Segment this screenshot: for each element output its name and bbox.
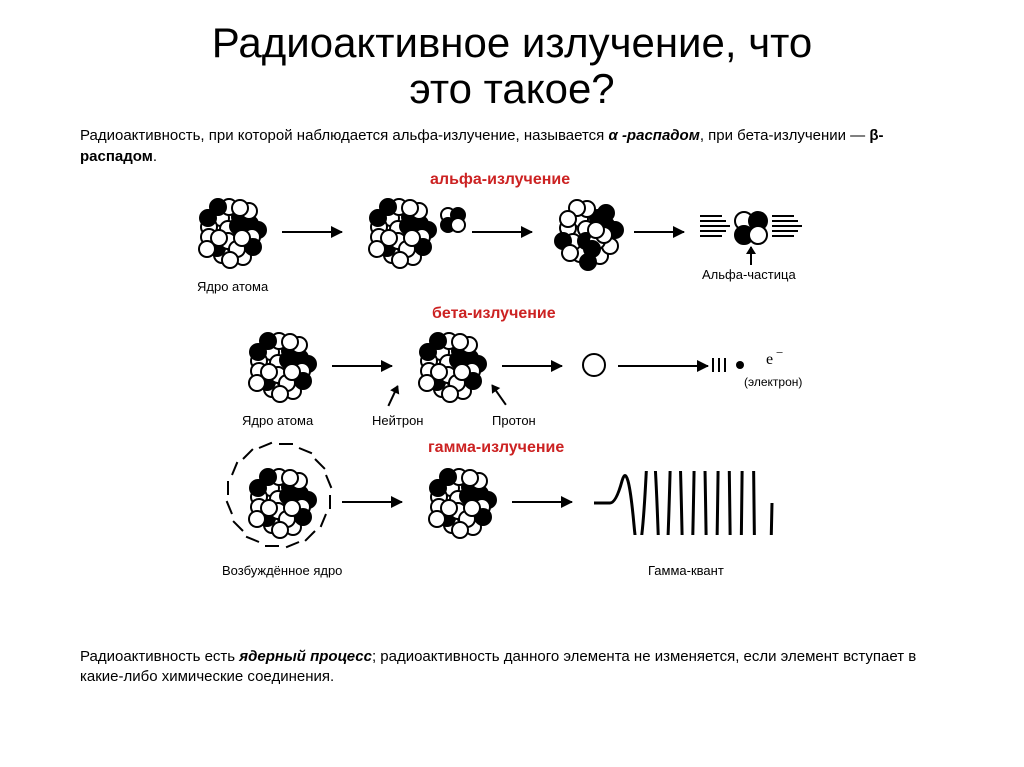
nucleus-alpha-before bbox=[192, 195, 266, 269]
electron-caption: (электрон) bbox=[744, 375, 802, 389]
arrow-alpha-3 bbox=[634, 231, 684, 233]
beta-tick-3 bbox=[724, 358, 726, 372]
alpha-motion-lines-right bbox=[772, 215, 802, 240]
caption-proton: Протон bbox=[492, 413, 536, 428]
intro-pre: Радиоактивность, при которой наблюдается… bbox=[80, 127, 608, 144]
footer-pre: Радиоактивность есть bbox=[80, 648, 239, 665]
arrow-gamma-2 bbox=[512, 501, 572, 503]
page-title: Радиоактивное излучение, что это такое? bbox=[0, 0, 1024, 112]
alpha-particle-pointer bbox=[750, 247, 752, 265]
caption-nucleus-alpha: Ядро атома bbox=[197, 279, 268, 294]
caption-nucleus-beta: Ядро атома bbox=[242, 413, 313, 428]
gamma-section-title: гамма-излучение bbox=[428, 439, 564, 457]
diagram-area: альфа-излучение Ядро атома Альфа-частица… bbox=[72, 171, 952, 641]
nucleus-gamma-after bbox=[422, 465, 496, 539]
arrow-alpha-2 bbox=[472, 231, 532, 233]
gamma-wave bbox=[592, 471, 792, 535]
intro-mid: , при бета-излучении — bbox=[700, 127, 870, 144]
title-line-2: это такое? bbox=[409, 65, 614, 112]
arrow-beta-1 bbox=[332, 365, 392, 367]
alpha-section-title: альфа-излучение bbox=[430, 171, 570, 189]
electron-dot bbox=[736, 361, 744, 369]
beta-tick-2 bbox=[718, 358, 720, 372]
nucleus-beta-after bbox=[412, 329, 486, 403]
footer-em: ядерный процесс bbox=[239, 648, 372, 665]
caption-neutron: Нейтрон bbox=[372, 413, 423, 428]
nucleus-alpha-after bbox=[552, 197, 622, 267]
beta-section-title: бета-излучение bbox=[432, 305, 556, 323]
arrow-beta-2 bbox=[502, 365, 562, 367]
nucleus-gamma-excited bbox=[242, 465, 316, 539]
caption-gamma-quantum: Гамма-квант bbox=[648, 563, 724, 578]
intro-end: . bbox=[153, 148, 157, 165]
intro-alpha-term: α -распадом bbox=[608, 127, 699, 144]
electron-symbol: e bbox=[766, 351, 773, 369]
caption-alpha-particle: Альфа-частица bbox=[702, 267, 796, 282]
beta-tick-1 bbox=[712, 358, 714, 372]
arrow-beta-3 bbox=[618, 365, 708, 367]
nucleus-alpha-emitting bbox=[362, 195, 436, 269]
arrow-gamma-1 bbox=[342, 501, 402, 503]
neutron-pointer bbox=[387, 385, 398, 406]
proton bbox=[582, 353, 606, 377]
caption-excited-nucleus: Возбуждённое ядро bbox=[222, 563, 342, 578]
alpha-motion-lines-left bbox=[700, 215, 730, 240]
footer-text: Радиоактивность есть ядерный процесс; ра… bbox=[0, 641, 1024, 688]
nucleus-beta-before bbox=[242, 329, 316, 403]
electron-charge: − bbox=[776, 345, 783, 361]
proton-pointer bbox=[491, 384, 506, 405]
arrow-alpha-1 bbox=[282, 231, 342, 233]
intro-text: Радиоактивность, при которой наблюдается… bbox=[0, 112, 1024, 171]
title-line-1: Радиоактивное излучение, что bbox=[212, 19, 812, 66]
